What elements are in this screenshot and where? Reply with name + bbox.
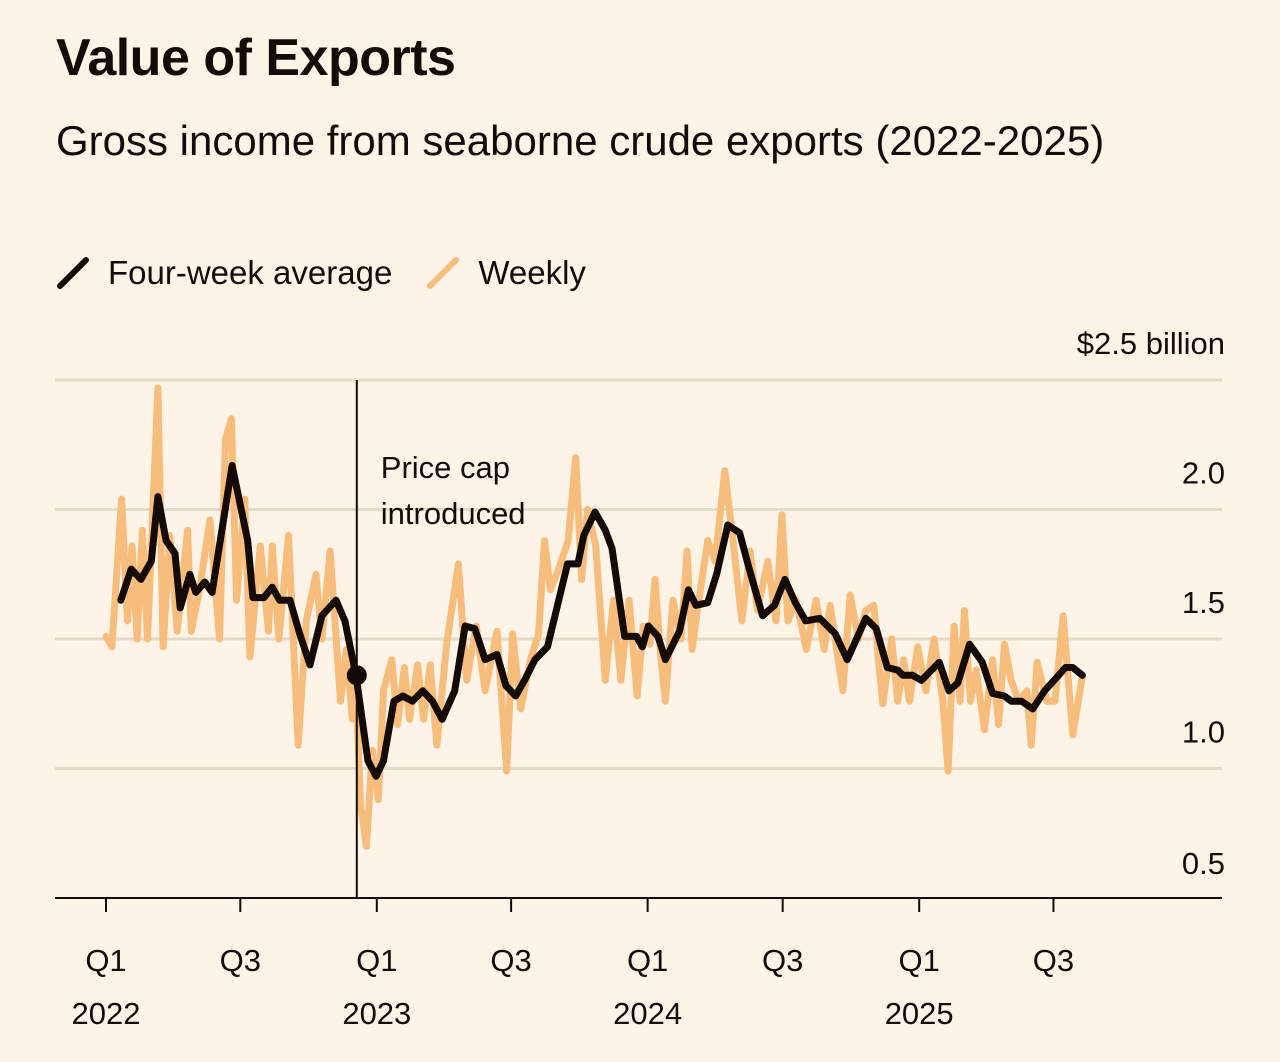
chart-subtitle: Gross income from seaborne crude exports…: [56, 117, 1105, 164]
y-tick-label: $2.5 billion: [1077, 326, 1225, 361]
x-tick-quarter: Q1: [899, 943, 940, 978]
legend-label: Four-week average: [108, 254, 393, 291]
price-cap-marker-dot: [346, 665, 367, 686]
four-week-average-line: [117, 462, 1086, 780]
legend-swatch-dark-line-icon: [57, 257, 89, 289]
weekly-series-line: [102, 384, 1086, 850]
chart-title: Value of Exports: [56, 29, 456, 87]
x-tick-year: 2025: [885, 996, 954, 1031]
y-tick-label: 0.5: [1182, 846, 1225, 881]
annotation-text: Price cap: [381, 450, 510, 485]
y-tick-label: 2.0: [1182, 456, 1225, 491]
y-tick-label: 1.5: [1182, 585, 1225, 620]
x-tick-quarter: Q3: [762, 943, 803, 978]
x-tick-quarter: Q3: [220, 943, 261, 978]
legend-item-weekly: Weekly: [426, 254, 586, 292]
x-tick-year: 2024: [613, 996, 682, 1031]
x-tick-year: 2023: [342, 996, 411, 1031]
x-tick-quarter: Q1: [356, 943, 397, 978]
x-tick-quarter: Q3: [490, 943, 531, 978]
legend-item-four-week-average: Four-week average: [56, 254, 392, 292]
x-tick-quarter: Q3: [1033, 943, 1074, 978]
legend: Four-week average Weekly: [56, 254, 620, 292]
annotation-text: introduced: [381, 496, 526, 531]
legend-label: Weekly: [478, 254, 586, 291]
x-tick-quarter: Q1: [85, 943, 126, 978]
y-tick-label: 1.0: [1182, 715, 1225, 750]
legend-swatch-orange-line-icon: [427, 257, 460, 289]
x-tick-year: 2022: [72, 996, 141, 1031]
x-tick-quarter: Q1: [627, 943, 668, 978]
